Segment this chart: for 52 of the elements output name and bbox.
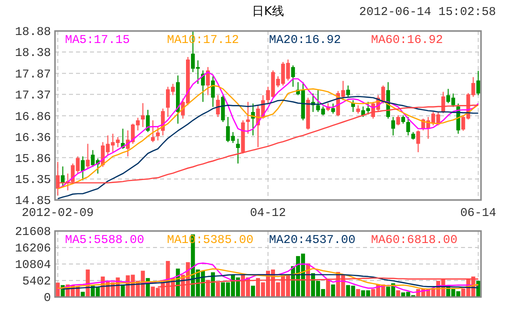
y-tick-label: 0 [44,291,51,306]
candlestick [156,126,160,141]
line-series [62,274,479,290]
line-series [57,268,479,290]
candlestick [211,76,215,108]
candlestick [416,130,420,153]
text: MA60:6818.00 [371,233,458,247]
candlestick [221,94,225,122]
candlestick [206,66,210,96]
candlestick [236,138,240,164]
y-tick-label: 16.86 [14,110,51,124]
y-tick-label: 10804 [14,258,51,272]
text: MA20:4537.00 [269,233,356,247]
candlestick [476,70,480,96]
bar [56,282,60,297]
candlestick [216,94,220,118]
candlestick [246,101,250,134]
y-tick-label: 16206 [14,242,51,256]
bar [250,286,255,297]
candlestick [86,143,90,170]
bar [356,289,360,297]
candlestick [150,120,155,143]
candlestick [140,102,145,128]
candlestick [391,116,396,136]
y-tick-label: 5402 [22,274,51,289]
y-tick-label: 17.37 [14,88,51,103]
y-tick-label: 21608 [14,225,51,240]
candlestick [406,116,410,136]
chart-title: 日K线 [252,4,284,18]
x-tick-label: 06-14 [460,206,496,220]
x-tick-label: 04-12 [250,206,286,220]
candlestick [351,100,355,112]
y-tick-label: 18.88 [14,25,51,40]
text: MA5:17.15 [65,33,130,47]
candlestick [146,109,150,133]
y-tick-label: 17.87 [14,68,51,82]
candlestick [331,103,335,114]
text: MA5:5588.00 [65,233,144,247]
candlestick [291,64,295,88]
y-tick-label: 14.85 [14,194,51,208]
x-tick-label: 2012-02-09 [22,206,94,220]
y-tick-label: 16.36 [14,130,51,145]
text: 2012-06-14 15:02:58 [359,5,496,19]
candlestick [346,85,350,98]
line-series [57,262,479,294]
y-tick-label: 15.35 [14,173,51,188]
y-tick-label: 15.86 [14,152,51,166]
candlestick [396,114,400,126]
bar [331,284,336,297]
text: MA60:16.92 [371,33,444,47]
text: MA20:16.92 [269,33,342,47]
y-tick-label: 18.38 [14,46,51,60]
